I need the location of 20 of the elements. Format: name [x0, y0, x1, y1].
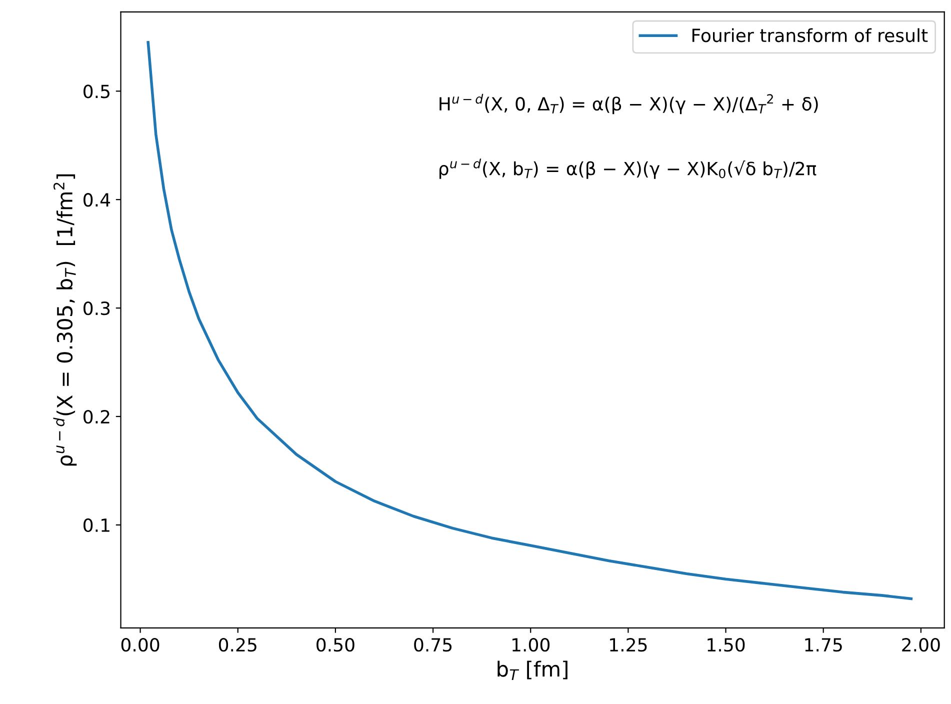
x-tick-label: 1.50 — [708, 638, 745, 652]
y-axis-title: ρ$^{u−d}$(X = 0.305, b$_{T}$) [1/fm$^{2}$] — [53, 174, 77, 466]
x-tick-label: 0.50 — [316, 638, 354, 652]
x-tick-label: 1.00 — [512, 638, 550, 652]
x-tick-label: 0.00 — [121, 638, 160, 652]
line-series — [146, 40, 913, 600]
y-tick-label: 0.3 — [84, 302, 110, 316]
x-axis-title: b$_{T}$ [fm] — [498, 660, 568, 680]
text: ρ$^{u−d}$(X, b$_{T}$) = α(β − X)(γ − X)K$_{0}$(√δ b$_{T}$)/2π — [439, 158, 816, 179]
x-tick-label: 0.75 — [414, 638, 452, 652]
y-tick-label: 0.5 — [84, 84, 110, 98]
y-tick-label: 0.2 — [84, 410, 110, 424]
annotation: H$^{u−d}$(X, 0, Δ$_{T}$) = α(β − X)(γ − X)/(Δ$_{T}$$^{2}$ + δ) — [440, 94, 818, 114]
x-tick-label: 1.75 — [805, 638, 842, 652]
x-tick-label: 2.00 — [902, 638, 940, 652]
y-tick-label: 0.1 — [84, 518, 110, 532]
x-tick-label: 1.25 — [610, 638, 647, 652]
x-tick-label: 0.25 — [218, 638, 256, 652]
legend-label: Fourier transform of result — [692, 28, 928, 42]
y-tick-label: 0.4 — [84, 193, 110, 207]
